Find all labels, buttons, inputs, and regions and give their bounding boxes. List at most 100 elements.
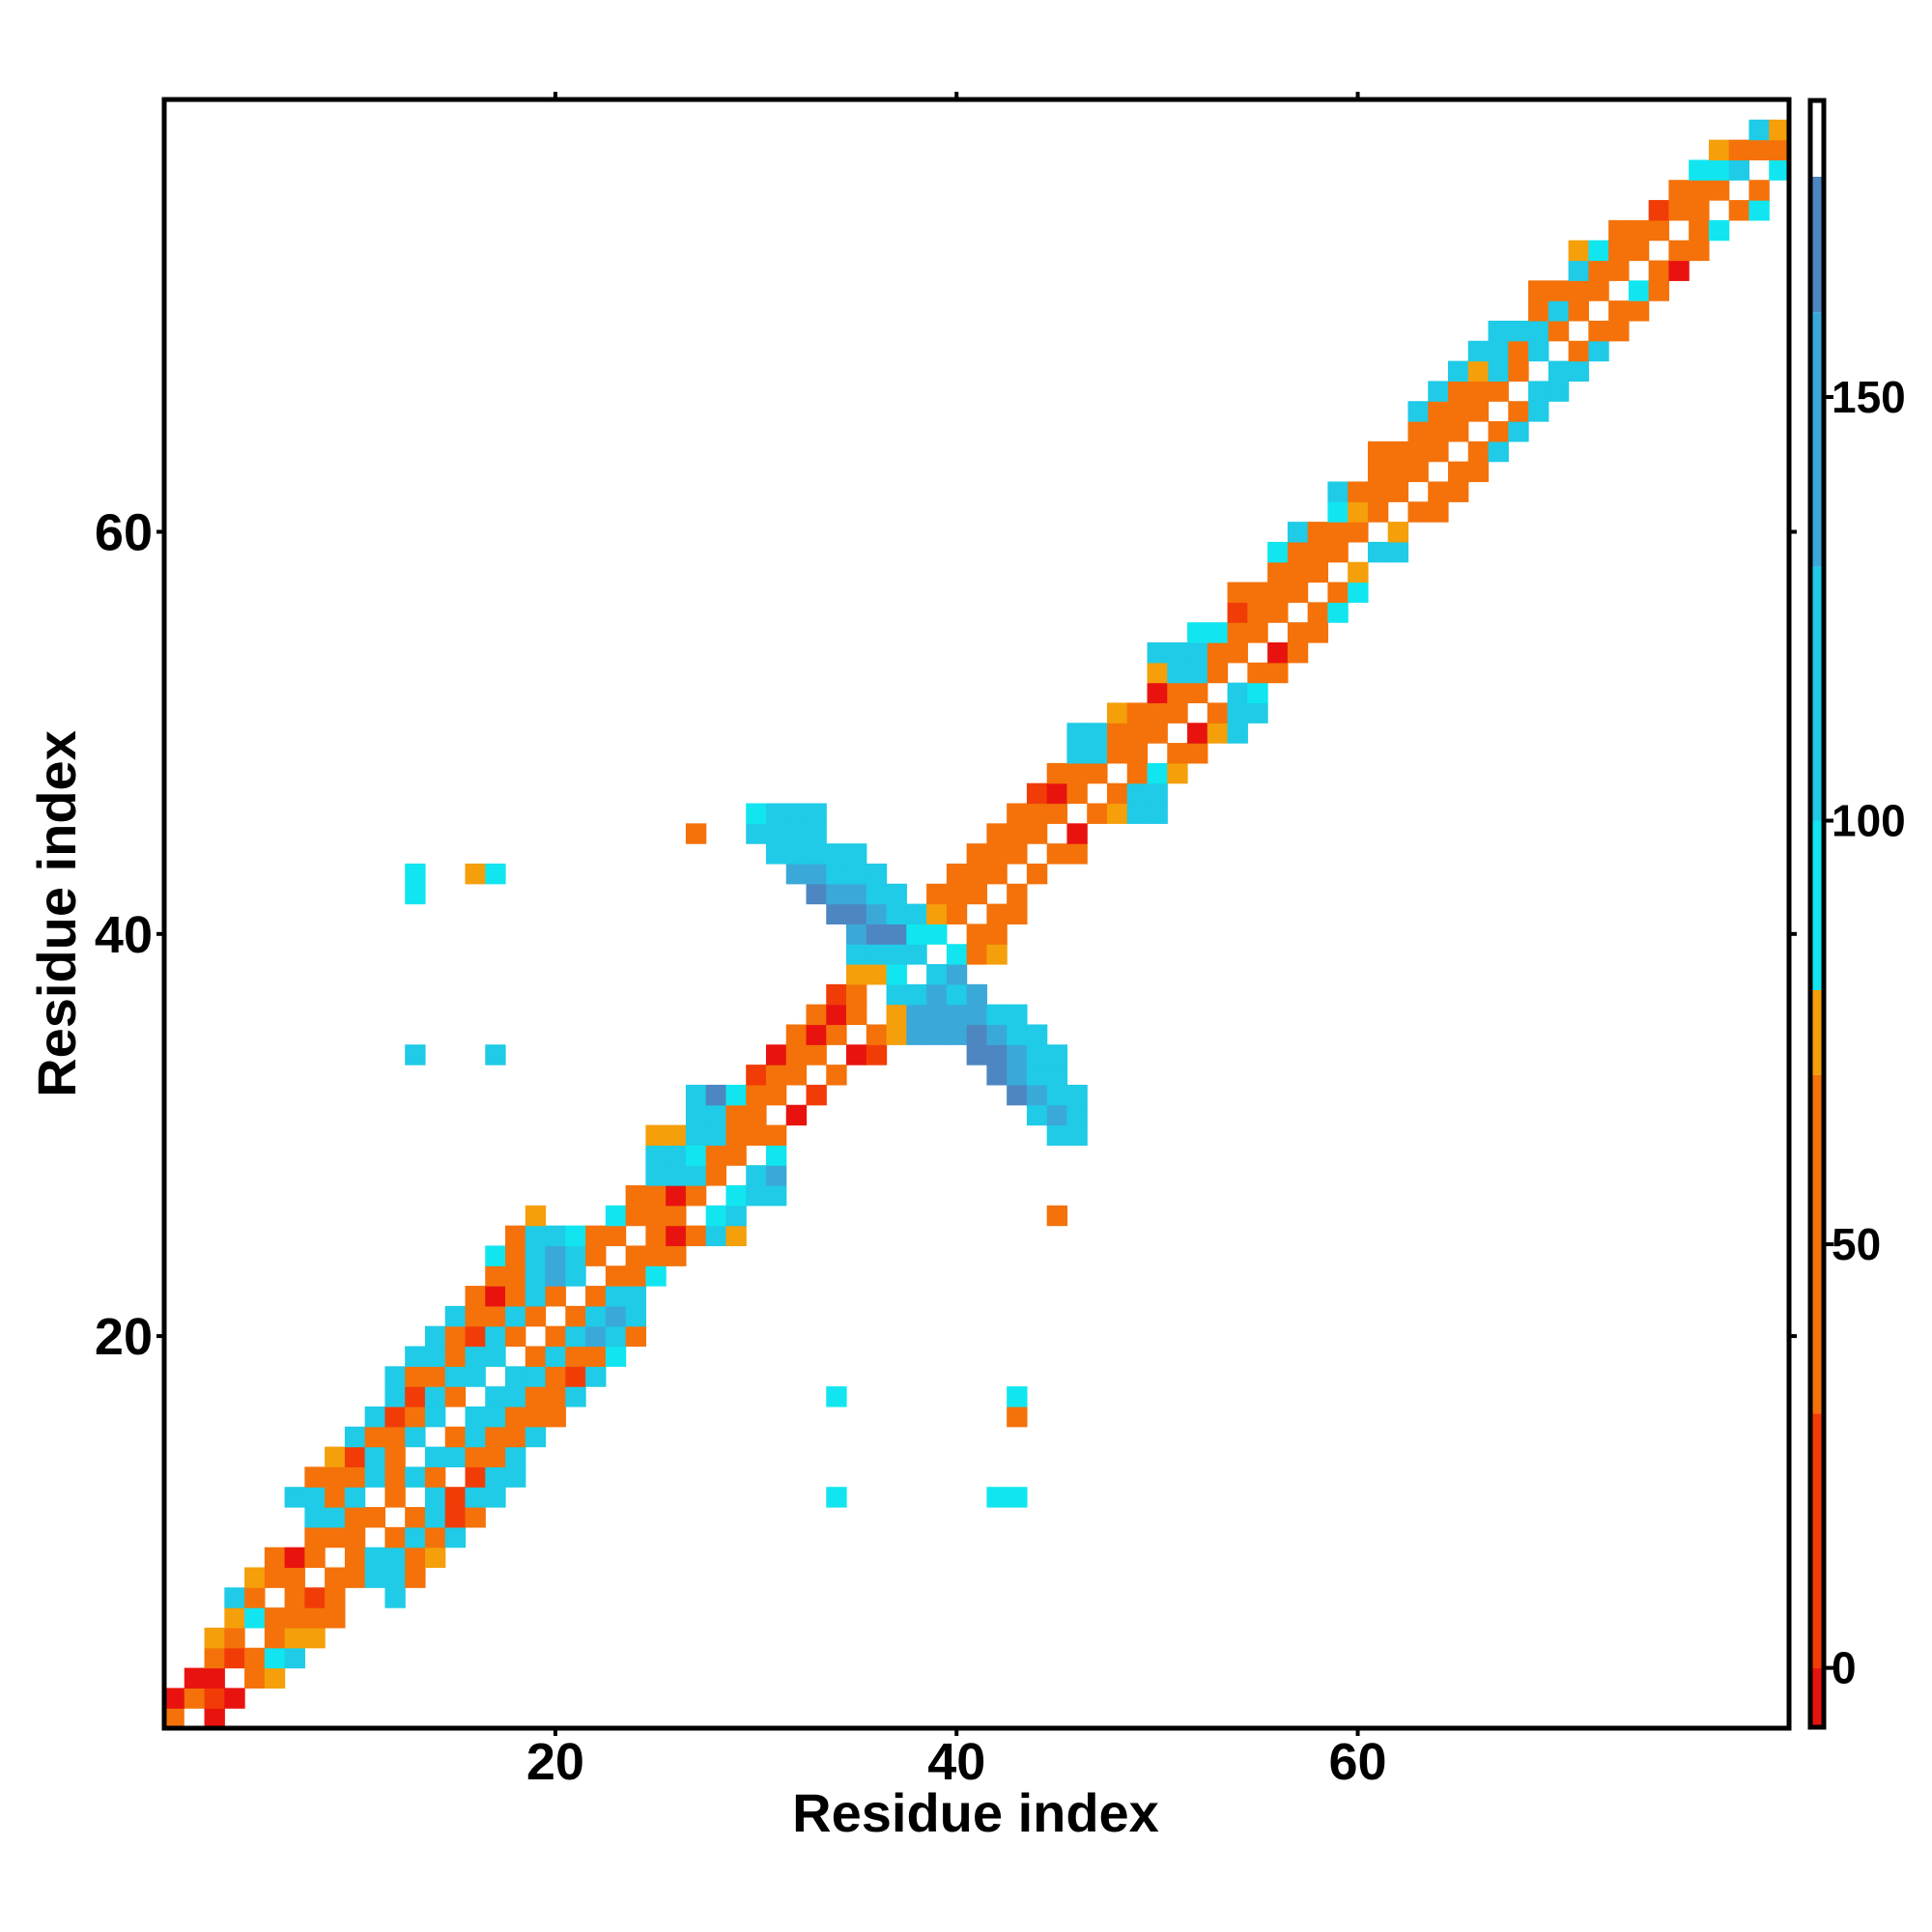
heatmap-cell xyxy=(1267,602,1289,623)
heatmap-cell xyxy=(545,1225,566,1247)
heatmap-cell xyxy=(1648,200,1670,221)
heatmap-cell xyxy=(1568,280,1589,301)
heatmap-cell xyxy=(846,903,867,924)
heatmap-cell xyxy=(424,1366,446,1387)
heatmap-cell xyxy=(525,1346,547,1367)
heatmap-cell xyxy=(926,1024,948,1045)
heatmap-cell xyxy=(525,1265,547,1287)
heatmap-cell xyxy=(384,1406,406,1428)
heatmap-cell xyxy=(1748,180,1770,201)
heatmap-cell xyxy=(325,1526,346,1548)
heatmap-cell xyxy=(1548,320,1570,342)
heatmap-cell xyxy=(1748,119,1770,141)
heatmap-cell xyxy=(946,863,968,885)
heatmap-cell xyxy=(1568,340,1589,362)
heatmap-cell xyxy=(525,1426,547,1448)
heatmap-cell xyxy=(906,923,927,945)
heatmap-cell xyxy=(806,1024,827,1045)
heatmap-cell xyxy=(806,1044,827,1065)
heatmap-cell xyxy=(1287,582,1309,603)
heatmap-cell xyxy=(585,1346,607,1367)
heatmap-cell xyxy=(746,823,767,844)
heatmap-cell xyxy=(465,1406,486,1428)
colorbar-band xyxy=(1810,312,1824,567)
heatmap-cell xyxy=(1307,541,1328,563)
heatmap-cell xyxy=(725,1084,747,1106)
heatmap-cell xyxy=(384,1366,406,1387)
heatmap-cell xyxy=(966,923,987,945)
heatmap-cell xyxy=(1046,1205,1068,1227)
heatmap-cell xyxy=(866,863,888,885)
heatmap-cell xyxy=(1387,461,1409,483)
heatmap-cell xyxy=(846,944,867,965)
heatmap-cell xyxy=(705,1104,727,1126)
heatmap-cell xyxy=(866,883,888,905)
heatmap-cell xyxy=(986,1044,1008,1065)
colorbar-band xyxy=(1810,1667,1824,1727)
heatmap-cell xyxy=(1708,180,1730,201)
heatmap-cell xyxy=(1548,360,1570,382)
heatmap-cell xyxy=(1348,501,1369,523)
heatmap-cell xyxy=(1628,219,1650,242)
heatmap-cell xyxy=(1247,662,1268,684)
y-axis-ticks: 20 40 60 xyxy=(95,504,1797,1366)
heatmap-cell xyxy=(725,1185,747,1207)
heatmap-cell xyxy=(846,964,867,985)
heatmap-cell xyxy=(806,1004,827,1026)
heatmap-cell xyxy=(364,1507,386,1528)
heatmap-cell xyxy=(1668,200,1690,221)
heatmap-cell xyxy=(826,1386,847,1407)
heatmap-cell xyxy=(966,863,987,885)
heatmap-cell xyxy=(1167,682,1188,704)
heatmap-cell xyxy=(765,1124,787,1146)
heatmap-cell xyxy=(1106,723,1128,744)
y-tick-label: 40 xyxy=(95,906,153,964)
heatmap-cell xyxy=(946,964,968,985)
heatmap-cell xyxy=(1407,501,1429,523)
heatmap-cell xyxy=(485,1386,506,1407)
heatmap-cell xyxy=(746,1185,767,1207)
heatmap-cell xyxy=(1267,582,1289,603)
heatmap-cell xyxy=(1508,360,1529,382)
heatmap-cell xyxy=(926,883,948,905)
heatmap-cell xyxy=(1066,1104,1088,1126)
heatmap-cell xyxy=(966,983,987,1006)
heatmap-cell xyxy=(765,1065,787,1086)
heatmap-cell xyxy=(1267,561,1289,583)
heatmap-cell xyxy=(485,1466,506,1488)
heatmap-cell xyxy=(1026,823,1048,844)
heatmap-cell xyxy=(1167,642,1188,664)
x-tick-label: 20 xyxy=(526,1733,584,1791)
heatmap-cell xyxy=(946,1024,968,1045)
heatmap-cell xyxy=(1207,662,1229,684)
heatmap-cell xyxy=(946,883,968,905)
heatmap-cell xyxy=(1428,481,1449,502)
colorbar-band xyxy=(1810,100,1824,177)
heatmap-cell xyxy=(1167,743,1188,764)
heatmap-cell xyxy=(1447,481,1469,502)
heatmap-cell xyxy=(485,1245,506,1266)
heatmap-cell xyxy=(625,1245,646,1266)
heatmap-cell xyxy=(444,1446,467,1467)
heatmap-cell xyxy=(986,944,1008,965)
heatmap-cell xyxy=(284,1567,305,1588)
heatmap-cell xyxy=(1428,381,1449,402)
heatmap-cell xyxy=(806,803,827,824)
heatmap-cell xyxy=(785,1044,808,1065)
heatmap-cell xyxy=(1467,360,1490,382)
heatmap-cell xyxy=(1087,762,1108,784)
heatmap-cell xyxy=(1608,260,1630,281)
heatmap-cell xyxy=(886,1004,907,1026)
heatmap-cell xyxy=(325,1507,346,1528)
heatmap-cell xyxy=(465,1325,486,1348)
colorbar-band xyxy=(1810,176,1824,313)
heatmap-cell xyxy=(1066,782,1088,805)
heatmap-cell xyxy=(645,1265,667,1287)
y-tick-label: 20 xyxy=(95,1308,153,1366)
heatmap-cell xyxy=(725,1104,747,1126)
heatmap-cell xyxy=(946,944,968,965)
heatmap-cell xyxy=(666,1225,687,1247)
heatmap-cell xyxy=(405,1526,426,1548)
heatmap-cell xyxy=(966,883,987,905)
heatmap-cell xyxy=(725,1124,747,1146)
